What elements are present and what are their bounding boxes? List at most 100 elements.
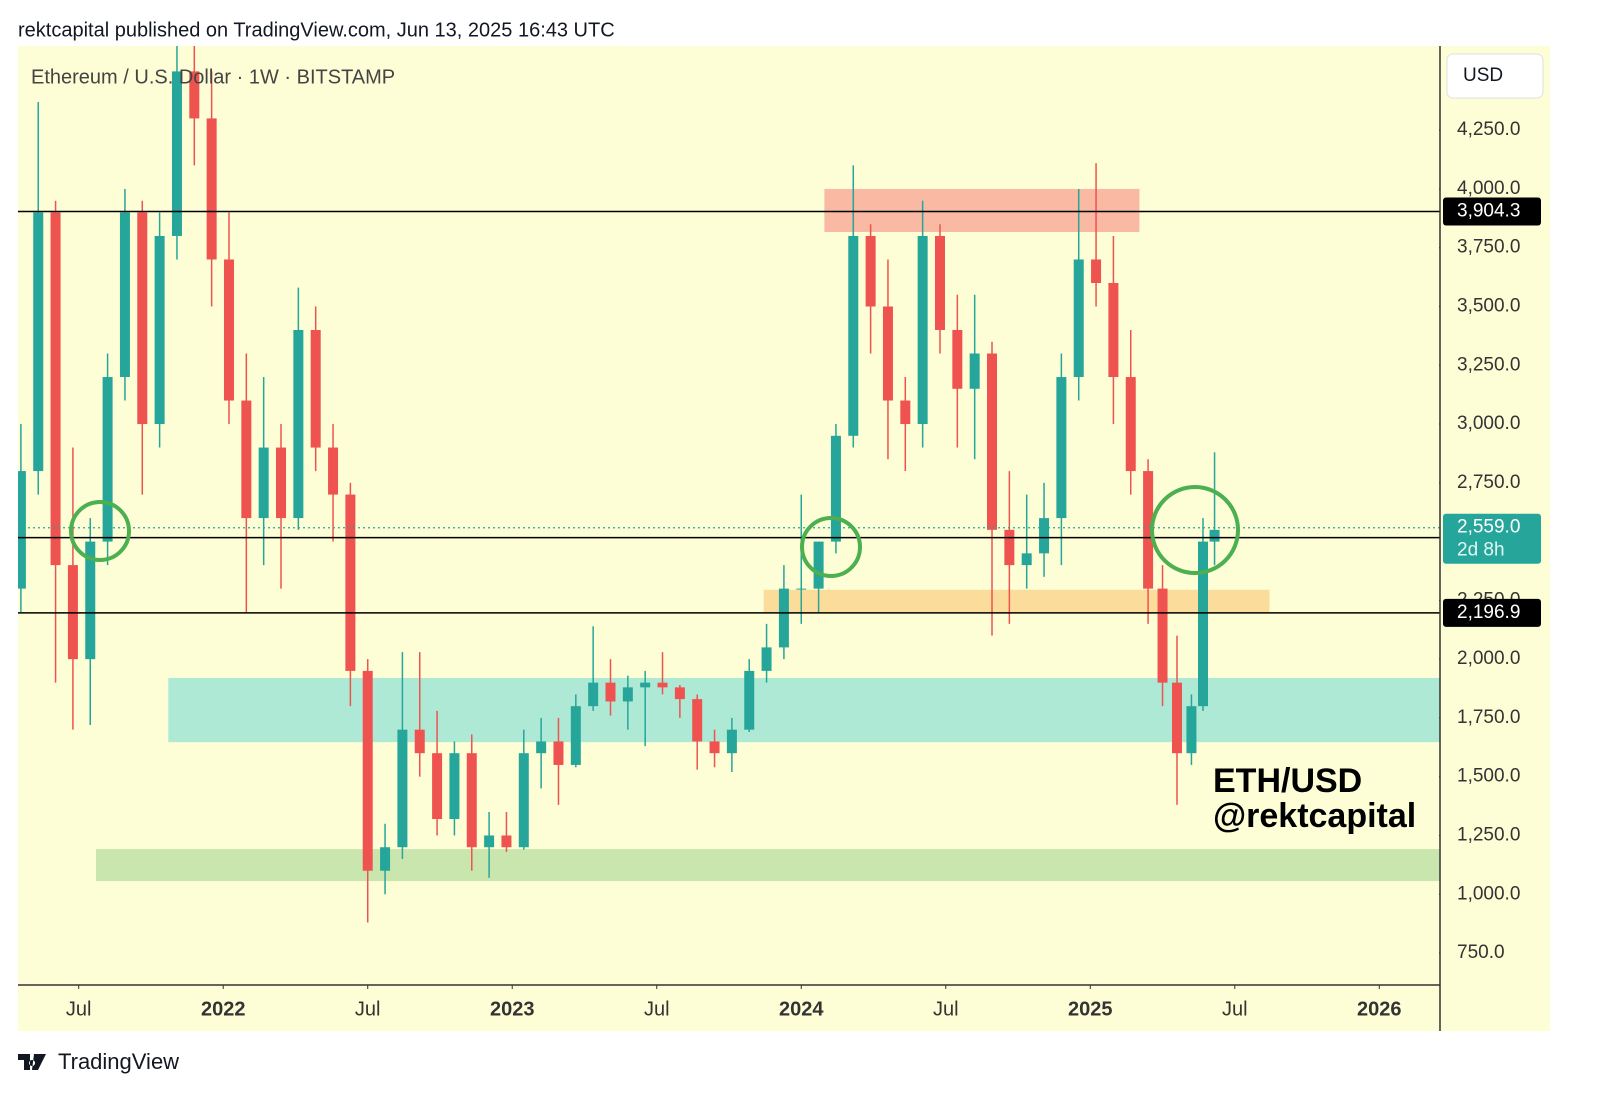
candle-body (466, 753, 477, 848)
candle-body (345, 494, 356, 671)
last-price-tag (1443, 513, 1541, 564)
candle-body (588, 682, 599, 707)
highlight-circle (1150, 485, 1240, 575)
candle-body (778, 588, 789, 648)
currency-button[interactable] (1446, 53, 1544, 99)
highlight-circle (69, 500, 131, 562)
candle-body (362, 670, 373, 871)
candle-body (241, 400, 252, 519)
candle-body (1039, 518, 1050, 554)
candle-body (882, 306, 893, 401)
level-tag-label: 3,904.3 (1457, 200, 1520, 221)
candle-body (1056, 377, 1067, 519)
x-tick-label: Jul (1222, 998, 1248, 1020)
candle-body (1021, 553, 1032, 566)
x-tick-label: 2023 (490, 998, 535, 1020)
candle-body (848, 235, 859, 436)
candle-body (501, 835, 512, 848)
candle-body (1125, 377, 1136, 472)
y-tick-label: 750.0 (1457, 942, 1505, 963)
candle-body (276, 447, 287, 519)
candle-body (674, 687, 685, 700)
candle-body (223, 259, 234, 401)
y-tick-label: 1,750.0 (1457, 707, 1520, 728)
candle-body (553, 741, 564, 765)
x-tick-label: Jul (644, 998, 670, 1020)
y-tick-label: 4,000.0 (1457, 178, 1520, 199)
candle-body (397, 729, 408, 848)
candle-body (328, 447, 339, 495)
candle-body (605, 682, 616, 702)
candle-body (189, 71, 200, 119)
candle-body (258, 447, 269, 519)
candle-body (692, 699, 703, 742)
candle-body (85, 541, 96, 660)
zone (824, 188, 1140, 232)
candle-body (987, 353, 998, 530)
candle-body (1108, 282, 1119, 378)
candle-body (640, 682, 651, 688)
candle-body (934, 235, 945, 331)
candle-body (18, 471, 26, 589)
tradingview-logo (18, 1054, 46, 1070)
candle-body (293, 330, 304, 519)
candle-body (1004, 529, 1015, 566)
candle-body (171, 71, 182, 236)
y-tick-label: 1,000.0 (1457, 883, 1520, 904)
x-tick-label: 2024 (779, 998, 824, 1020)
y-tick-label: 3,500.0 (1457, 296, 1520, 317)
countdown: 2d 8h (1457, 540, 1505, 561)
candle-body (449, 753, 460, 820)
candle-body (952, 330, 963, 389)
level-tag (1443, 598, 1541, 627)
currency: USD (1463, 65, 1503, 86)
y-tick-label: 1,250.0 (1457, 824, 1520, 845)
symbol-title: Ethereum / U.S. Dollar · 1W · BITSTAMP (31, 66, 395, 88)
candle-body (865, 235, 876, 307)
y-tick-label: 3,750.0 (1457, 237, 1520, 258)
candle-body (414, 729, 425, 754)
candle-body (310, 330, 321, 448)
x-tick-label: 2026 (1357, 998, 1402, 1020)
highlight-circle (800, 516, 862, 578)
level-tag-label: 2,196.9 (1457, 602, 1520, 623)
candle-body (1171, 682, 1182, 754)
candle-body (1198, 541, 1208, 707)
zone (168, 677, 1440, 743)
candle-body (206, 118, 217, 260)
candle-body (830, 435, 841, 542)
watermark: ETH/USD (1213, 762, 1362, 800)
plot-area (18, 46, 1440, 954)
x-tick-label: 2022 (201, 998, 246, 1020)
candle-body (761, 647, 772, 671)
candle-body (1091, 259, 1102, 283)
candle-body (1073, 259, 1084, 378)
x-tick-label: 2025 (1068, 998, 1113, 1020)
candle-body (744, 670, 755, 730)
x-tick-label: Jul (933, 998, 959, 1020)
zone (763, 589, 1270, 613)
y-tick-label: 2,750.0 (1457, 472, 1520, 493)
y-tick-label: 3,250.0 (1457, 354, 1520, 375)
candle-body (1186, 706, 1197, 754)
y-tick-label: 4,250.0 (1457, 119, 1520, 140)
x-tick-label: Jul (66, 998, 92, 1020)
candle-body (137, 212, 148, 425)
candle-body (1157, 588, 1168, 683)
level-tag (1443, 197, 1541, 226)
candle-body (50, 212, 61, 566)
candle-body (1143, 471, 1154, 589)
candle-body (518, 753, 529, 848)
candle-body (1209, 529, 1220, 542)
candle-body (570, 706, 581, 765)
candle-body (726, 729, 737, 754)
candle-body (536, 741, 547, 754)
candle-body (102, 377, 113, 542)
candle-body (900, 400, 911, 425)
footer-brand: TradingView (58, 1049, 179, 1074)
y-tick-label: 2,000.0 (1457, 648, 1520, 669)
candle-body (119, 212, 130, 378)
x-tick-label: Jul (355, 998, 381, 1020)
watermark: @rektcapital (1213, 797, 1416, 835)
candle-body (622, 687, 633, 702)
